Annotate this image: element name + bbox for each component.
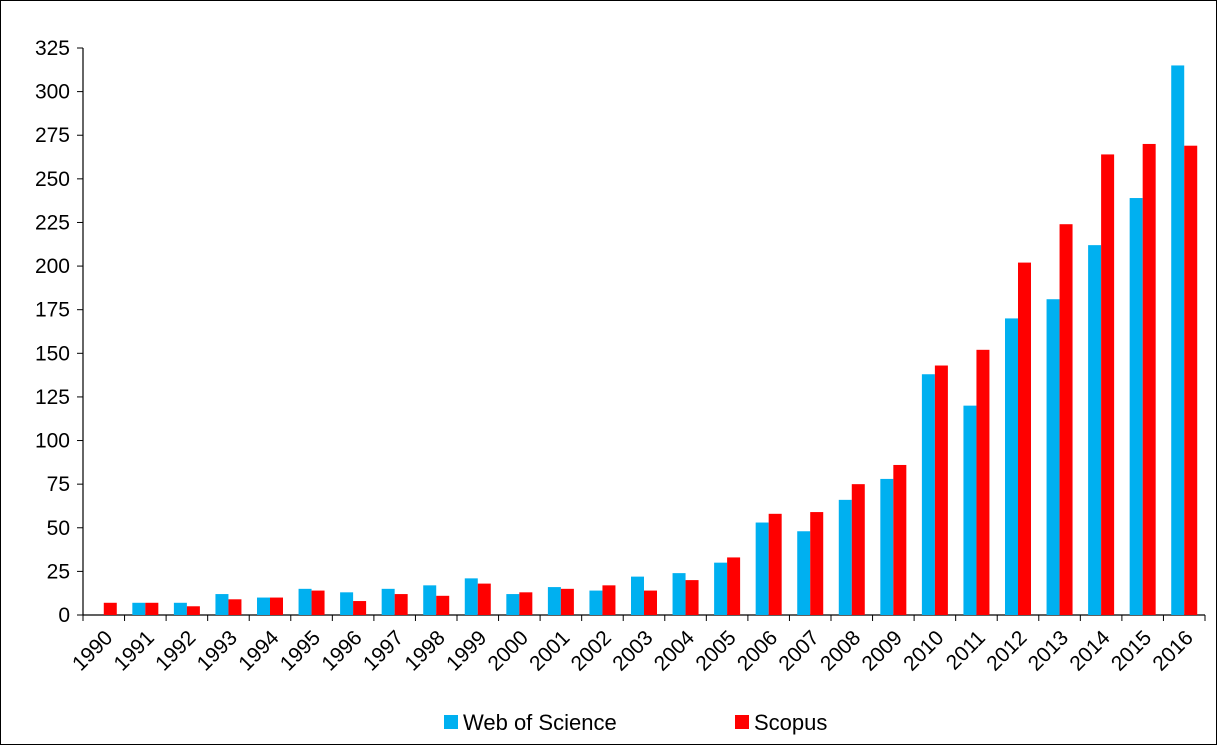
bar-scopus-1997 — [394, 594, 408, 615]
bar-scopus-2006 — [768, 513, 782, 615]
y-tick-label: 150 — [35, 342, 70, 365]
y-tick-label: 325 — [35, 37, 70, 60]
y-axis: 0 25 50 75 100 125 150 175 200 225 250 275 300 325 — [35, 37, 84, 627]
bar-web-of-science-1997 — [381, 588, 395, 615]
y-tick-label: 275 — [35, 124, 70, 147]
legend-label: Web of Science — [463, 710, 617, 735]
y-tick-label: 250 — [35, 168, 70, 191]
bar-web-of-science-1998 — [423, 585, 437, 615]
y-tick-label: 175 — [35, 299, 70, 322]
bar-scopus-2002 — [602, 585, 616, 615]
bar-web-of-science-2005 — [714, 562, 728, 615]
bar-scopus-1999 — [477, 583, 491, 615]
bar-web-of-science-1996 — [340, 592, 354, 615]
bar-web-of-science-2013 — [1046, 299, 1060, 615]
bar-scopus-2014 — [1101, 154, 1115, 615]
bar-scopus-1995 — [311, 590, 325, 615]
y-tick-label: 75 — [47, 473, 70, 496]
bar-scopus-2010 — [934, 365, 948, 615]
legend-item-scopus: Scopus — [735, 710, 827, 735]
y-tick-label: 225 — [35, 211, 70, 234]
bar-web-of-science-1993 — [215, 594, 229, 615]
bar-web-of-science-2003 — [631, 576, 644, 615]
bar-web-of-science-2004 — [672, 573, 686, 615]
y-tick-label: 25 — [47, 560, 70, 583]
bar-web-of-science-2002 — [589, 590, 603, 615]
y-tick-label: 300 — [35, 81, 70, 104]
bar-scopus-2013 — [1059, 224, 1073, 615]
bar-web-of-science-2011 — [963, 405, 977, 615]
bar-scopus-1994 — [270, 597, 283, 615]
bar-scopus-2004 — [685, 580, 699, 615]
bar-web-of-science-2006 — [755, 522, 769, 615]
bar-web-of-science-2014 — [1088, 245, 1102, 615]
bar-scopus-2011 — [976, 349, 990, 615]
bars — [103, 65, 1198, 615]
bar-scopus-2015 — [1142, 143, 1156, 615]
bar-web-of-science-2001 — [547, 587, 561, 615]
bar-web-of-science-2016 — [1171, 65, 1185, 615]
bar-scopus-2012 — [1018, 262, 1031, 615]
bar-scopus-1991 — [145, 602, 159, 615]
bar-scopus-1990 — [103, 602, 117, 615]
bar-scopus-1998 — [436, 595, 450, 615]
bar-scopus-1992 — [186, 606, 200, 615]
bar-scopus-2000 — [519, 592, 533, 615]
bar-web-of-science-1991 — [132, 602, 146, 615]
bar-web-of-science-2012 — [1005, 318, 1018, 615]
legend-swatch — [444, 715, 458, 729]
legend: Web of Science Scopus — [444, 710, 827, 735]
bar-web-of-science-2015 — [1129, 198, 1143, 615]
bar-web-of-science-1999 — [464, 578, 478, 615]
bar-scopus-2016 — [1184, 145, 1198, 615]
legend-swatch — [735, 715, 749, 729]
bar-web-of-science-2000 — [506, 594, 520, 615]
bar-web-of-science-1992 — [173, 602, 187, 615]
bar-scopus-1996 — [353, 601, 367, 615]
y-tick-label: 200 — [35, 255, 70, 278]
legend-label: Scopus — [754, 710, 827, 735]
bar-scopus-1993 — [228, 599, 242, 615]
bar-web-of-science-2008 — [838, 499, 852, 615]
y-tick-label: 50 — [47, 517, 70, 540]
bar-scopus-2005 — [727, 557, 741, 615]
bar-scopus-2007 — [810, 512, 824, 615]
bar-web-of-science-2010 — [921, 374, 935, 615]
y-tick-label: 125 — [35, 386, 70, 409]
bar-web-of-science-1994 — [257, 597, 270, 615]
y-tick-label: 0 — [58, 604, 70, 627]
bar-scopus-2009 — [893, 464, 907, 615]
legend-item-web-of-science: Web of Science — [444, 710, 617, 735]
bar-web-of-science-2007 — [797, 531, 811, 615]
bar-scopus-2003 — [644, 590, 657, 615]
bar-web-of-science-1995 — [298, 588, 312, 615]
y-tick-label: 100 — [35, 430, 70, 453]
bar-web-of-science-2009 — [880, 478, 894, 615]
bar-scopus-2008 — [851, 484, 865, 615]
bar-scopus-2001 — [560, 588, 574, 615]
